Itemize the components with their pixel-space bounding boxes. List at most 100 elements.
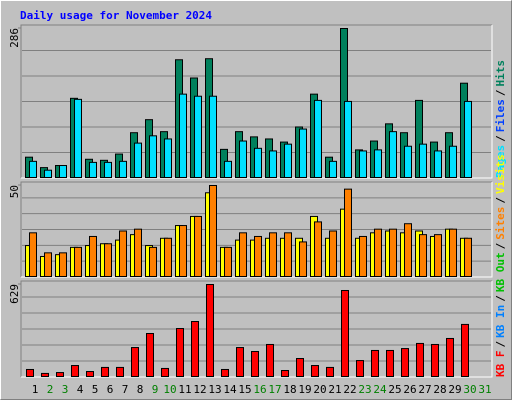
bar [89,235,97,278]
bar [89,161,97,178]
bar [314,221,322,277]
bar [149,246,157,278]
bar [104,161,112,178]
bar [434,150,442,178]
bar [266,343,274,377]
bar [239,232,247,278]
legend-separator: / [494,341,507,348]
bar [374,149,382,178]
bar [209,185,217,277]
x-tick-label: 18 [283,383,296,396]
x-tick-label: 7 [122,383,129,396]
bar [404,223,412,277]
bar [224,246,232,278]
bar [239,140,247,178]
x-tick-label: 2 [47,383,54,396]
x-tick-label: 3 [62,383,69,396]
bar [419,143,427,179]
bar [161,367,169,377]
x-tick-label: 21 [328,383,341,396]
bar [104,243,112,278]
bar [269,150,277,178]
legend-separator: / [494,242,507,249]
bar [116,366,124,378]
x-tick-label: 24 [373,383,387,396]
bar [59,165,67,179]
bar [224,160,232,179]
bar [404,145,412,178]
x-tick-label: 19 [298,383,311,396]
bar [254,235,262,278]
x-tick-label: 6 [107,383,114,396]
x-tick-label: 27 [418,383,431,396]
bar [86,371,94,378]
bar [419,234,427,277]
bar [179,225,187,277]
bar [251,350,259,377]
bar [146,332,154,378]
x-tick-label: 5 [92,383,99,396]
bar [374,228,382,277]
x-tick-label: 23 [358,383,371,396]
bar [176,328,184,378]
bar [359,150,367,178]
panel-edge [20,24,492,178]
bar [206,284,214,377]
bar [344,100,352,178]
legend-separator: / [494,89,507,96]
x-tick-label: 14 [223,383,237,396]
bar [296,358,304,378]
legend-entry: Pages [494,145,507,178]
y-tick-label: 50 [8,185,21,198]
x-tick-label: 31 [478,383,491,396]
bar [221,368,229,378]
bar [149,135,157,179]
legend-separator: / [494,295,507,302]
bar [194,95,202,178]
bar [356,360,364,377]
bar [71,365,79,378]
bar [209,95,217,178]
bar [281,370,289,377]
bar [449,228,457,277]
bar [29,232,37,278]
x-tick-label: 22 [343,383,356,396]
bar [344,188,352,277]
bar [389,228,397,277]
bar [449,145,457,178]
x-tick-label: 17 [268,383,281,396]
legend-entry: KB Out [494,252,507,292]
x-tick-label: 1 [32,383,39,396]
x-tick-label: 26 [403,383,416,396]
legend-entry: Visits [494,154,507,194]
panel-edge [20,181,492,277]
bar [194,215,202,278]
bar [56,372,64,377]
bar [269,232,277,278]
bar [236,347,244,377]
y-tick-label: 286 [8,28,21,48]
bar [461,323,469,378]
bar [44,169,52,179]
legend-separator: / [494,135,507,142]
legend-entry: KB F [494,351,507,378]
bar [191,321,199,377]
bar [44,252,52,277]
bar [446,337,454,377]
bar [131,347,139,377]
x-tick-label: 12 [193,383,206,396]
bar [326,366,334,378]
x-tick-label: 8 [137,383,144,396]
x-tick-label: 13 [208,383,221,396]
panel-edge [21,25,493,179]
x-tick-label: 4 [77,383,84,396]
bar [119,230,127,277]
bar [389,131,397,178]
bar [101,366,109,378]
x-tick-label: 16 [253,383,266,396]
bar [341,289,349,378]
legend-separator: / [494,197,507,204]
x-tick-label: 25 [388,383,401,396]
x-tick-label: 28 [433,383,446,396]
